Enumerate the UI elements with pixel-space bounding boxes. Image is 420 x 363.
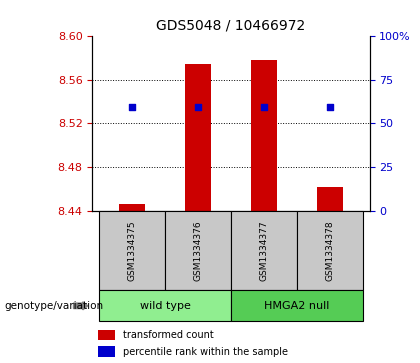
Text: wild type: wild type — [139, 301, 190, 311]
Text: HMGA2 null: HMGA2 null — [264, 301, 330, 311]
Text: GSM1334375: GSM1334375 — [128, 220, 136, 281]
Text: GSM1334376: GSM1334376 — [194, 220, 202, 281]
Point — [327, 104, 333, 110]
Bar — [99, 211, 165, 290]
Bar — [231, 211, 297, 290]
Text: genotype/variation: genotype/variation — [4, 301, 103, 311]
Point — [194, 104, 201, 110]
Bar — [251, 60, 277, 211]
Bar — [98, 346, 115, 357]
Bar — [231, 290, 363, 321]
Text: GSM1334378: GSM1334378 — [326, 220, 334, 281]
Bar — [99, 290, 231, 321]
Point — [261, 104, 268, 110]
Point — [129, 104, 135, 110]
Bar — [165, 211, 231, 290]
Bar — [317, 187, 343, 211]
Text: percentile rank within the sample: percentile rank within the sample — [123, 347, 288, 356]
Bar — [185, 64, 211, 211]
Bar — [297, 211, 363, 290]
Text: transformed count: transformed count — [123, 330, 214, 340]
Title: GDS5048 / 10466972: GDS5048 / 10466972 — [156, 19, 306, 32]
Bar — [98, 330, 115, 340]
Bar — [119, 204, 145, 211]
Text: GSM1334377: GSM1334377 — [260, 220, 268, 281]
